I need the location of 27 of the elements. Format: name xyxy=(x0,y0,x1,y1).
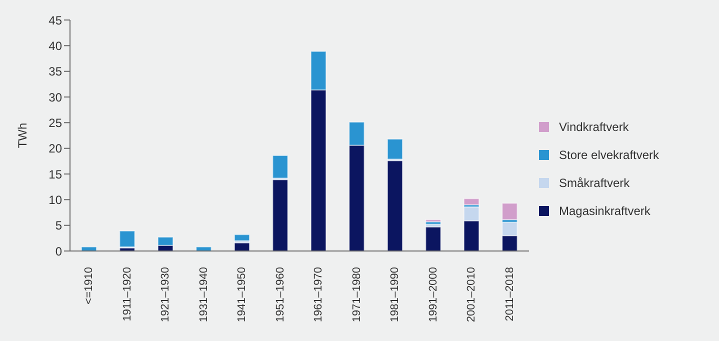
y-tick-label: 20 xyxy=(48,142,62,156)
y-tick-label: 35 xyxy=(48,64,62,79)
y-tick-label: 10 xyxy=(48,192,62,207)
y-tick-label: 0 xyxy=(55,244,62,258)
x-tick-label: 1911–1920 xyxy=(121,267,134,322)
x-tick-label: 1991–2000 xyxy=(427,267,440,322)
legend-label: Magasinkraftverk xyxy=(559,204,650,218)
y-tick-label: 45 xyxy=(48,13,62,28)
legend-label: Småkraftverk xyxy=(559,176,630,190)
x-tick-label: 1931–1940 xyxy=(198,267,210,322)
y-tick-label: 15 xyxy=(48,167,62,182)
y-axis-title: TWh xyxy=(15,122,30,148)
legend-label: Store elvekraftverk xyxy=(559,148,660,162)
x-tick-label: 1981–1990 xyxy=(389,267,402,322)
legend-label: Vindkraftverk xyxy=(559,120,629,134)
x-tick-label: 1921–1930 xyxy=(160,267,172,322)
x-tick-label: 2011–2018 xyxy=(504,267,516,322)
y-tick-label: 5 xyxy=(55,218,62,233)
x-tick-label: 2001–2010 xyxy=(466,267,478,322)
x-tick-label: 1951–1960 xyxy=(274,267,286,322)
x-tick-label: 1971–1980 xyxy=(350,267,363,322)
x-tick-label: <=1910 xyxy=(83,267,96,304)
x-tick-label: 1941–1950 xyxy=(236,267,248,322)
y-tick-label: 40 xyxy=(48,38,62,53)
y-tick-label: 30 xyxy=(48,90,62,104)
x-tick-label: 1961–1970 xyxy=(312,267,325,322)
y-tick-label: 25 xyxy=(48,116,62,130)
